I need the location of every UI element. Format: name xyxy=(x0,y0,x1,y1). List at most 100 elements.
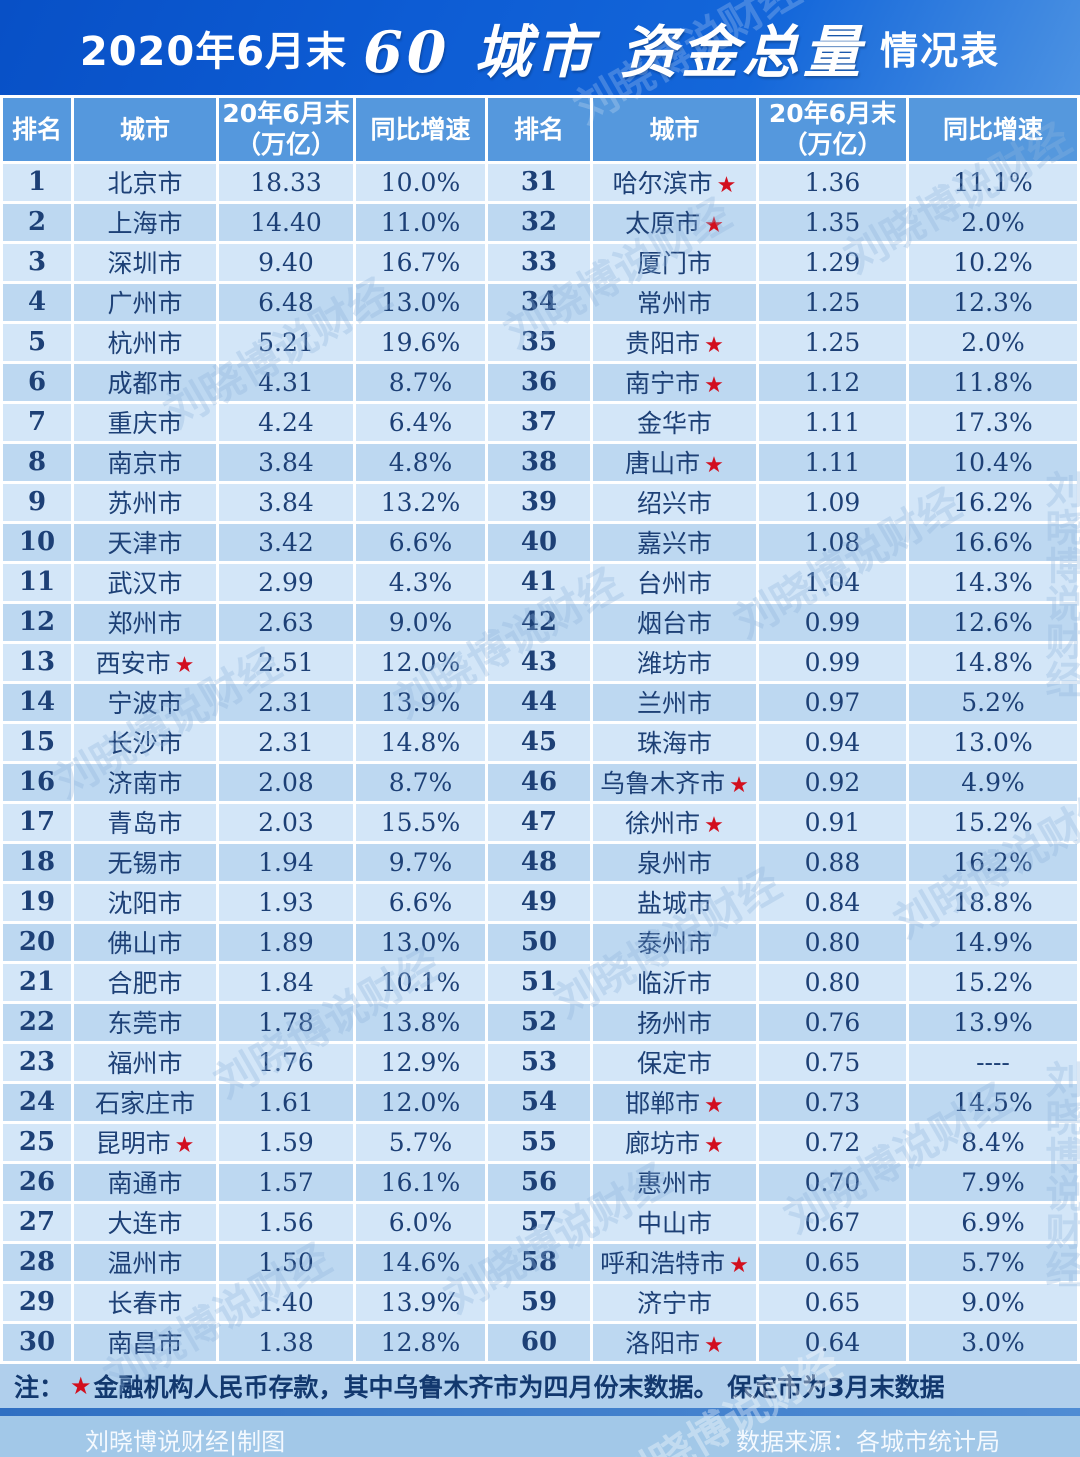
city-cell: 南京市 xyxy=(74,443,216,481)
value-cell: 1.89 xyxy=(219,923,353,961)
rank-cell: 59 xyxy=(488,1283,590,1321)
city-name: 潍坊市 xyxy=(636,649,712,678)
city-cell: 唐山市 ★ xyxy=(593,443,756,481)
table-row: 4 广州市 6.48 13.0% 34 常州市 1.25 12.3% xyxy=(3,283,1077,321)
growth-cell: 10.1% xyxy=(356,963,485,1001)
rank-cell: 54 xyxy=(488,1083,590,1121)
city-cell: 石家庄市 xyxy=(74,1083,216,1121)
city-cell: 哈尔滨市 ★ xyxy=(593,163,756,201)
value-cell: 1.78 xyxy=(219,1003,353,1041)
value-cell: 1.61 xyxy=(219,1083,353,1121)
rank-cell: 19 xyxy=(3,883,71,921)
growth-cell: 11.1% xyxy=(909,163,1077,201)
star-icon: ★ xyxy=(729,1253,749,1278)
rank-cell: 28 xyxy=(3,1243,71,1281)
table-row: 23 福州市 1.76 12.9% 53 保定市 0.75 ---- xyxy=(3,1043,1077,1081)
table-row: 17 青岛市 2.03 15.5% 47 徐州市 ★ 0.91 15.2% xyxy=(3,803,1077,841)
table-row: 16 济南市 2.08 8.7% 46 乌鲁木齐市 ★ 0.92 4.9% xyxy=(3,763,1077,801)
table-row: 29 长春市 1.40 13.9% 59 济宁市 0.65 9.0% xyxy=(3,1283,1077,1321)
city-name: 合肥市 xyxy=(107,969,183,998)
value-cell: 0.92 xyxy=(759,763,906,801)
city-name: 洛阳市 xyxy=(625,1329,701,1358)
rank-cell: 49 xyxy=(488,883,590,921)
star-icon: ★ xyxy=(716,173,737,198)
growth-cell: 15.2% xyxy=(909,963,1077,1001)
city-name: 常州市 xyxy=(636,289,712,318)
value-cell: 0.75 xyxy=(759,1043,906,1081)
growth-cell: 2.0% xyxy=(909,323,1077,361)
city-name: 东莞市 xyxy=(107,1009,183,1038)
city-cell: 昆明市 ★ xyxy=(74,1123,216,1161)
growth-cell: 9.0% xyxy=(356,603,485,641)
table-row: 18 无锡市 1.94 9.7% 48 泉州市 0.88 16.2% xyxy=(3,843,1077,881)
value-cell: 0.73 xyxy=(759,1083,906,1121)
city-cell: 西安市 ★ xyxy=(74,643,216,681)
city-cell: 大连市 xyxy=(74,1203,216,1241)
growth-cell: 12.8% xyxy=(356,1323,485,1361)
growth-cell: 6.6% xyxy=(356,883,485,921)
growth-cell: 8.4% xyxy=(909,1123,1077,1161)
value-cell: 1.36 xyxy=(759,163,906,201)
rank-cell: 30 xyxy=(3,1323,71,1361)
table-row: 8 南京市 3.84 4.8% 38 唐山市 ★ 1.11 10.4% xyxy=(3,443,1077,481)
value-cell: 5.21 xyxy=(219,323,353,361)
value-cell: 0.99 xyxy=(759,603,906,641)
growth-cell: 11.0% xyxy=(356,203,485,241)
rank-cell: 32 xyxy=(488,203,590,241)
rank-cell: 14 xyxy=(3,683,71,721)
note-label: 注： xyxy=(14,1372,65,1402)
growth-cell: 13.9% xyxy=(909,1003,1077,1041)
table-row: 24 石家庄市 1.61 12.0% 54 邯郸市 ★ 0.73 14.5% xyxy=(3,1083,1077,1121)
city-name: 福州市 xyxy=(107,1049,183,1078)
city-cell: 武汉市 xyxy=(74,563,216,601)
city-name: 廊坊市 xyxy=(625,1129,701,1158)
growth-cell: 13.0% xyxy=(356,923,485,961)
city-name: 南通市 xyxy=(107,1169,183,1198)
value-cell: 4.24 xyxy=(219,403,353,441)
city-name: 昆明市 xyxy=(95,1129,171,1158)
city-cell: 南通市 xyxy=(74,1163,216,1201)
table-row: 30 南昌市 1.38 12.8% 60 洛阳市 ★ 0.64 3.0% xyxy=(3,1323,1077,1361)
rank-cell: 46 xyxy=(488,763,590,801)
header-value-right: 20年6月末 （万亿） xyxy=(759,98,906,161)
value-cell: 14.40 xyxy=(219,203,353,241)
growth-cell: 3.0% xyxy=(909,1323,1077,1361)
title-bar: 2020年6月末 60 城市 资金总量 情况表 xyxy=(0,0,1080,95)
rank-cell: 5 xyxy=(3,323,71,361)
city-name: 中山市 xyxy=(636,1209,712,1238)
rank-cell: 34 xyxy=(488,283,590,321)
value-cell: 4.31 xyxy=(219,363,353,401)
growth-cell: 13.0% xyxy=(909,723,1077,761)
value-cell: 0.64 xyxy=(759,1323,906,1361)
city-name: 济南市 xyxy=(107,769,183,798)
growth-cell: 17.3% xyxy=(909,403,1077,441)
value-cell: 1.94 xyxy=(219,843,353,881)
table-row: 14 宁波市 2.31 13.9% 44 兰州市 0.97 5.2% xyxy=(3,683,1077,721)
city-name: 嘉兴市 xyxy=(636,529,712,558)
rank-cell: 52 xyxy=(488,1003,590,1041)
city-name: 南宁市 xyxy=(625,369,701,398)
value-cell: 0.80 xyxy=(759,923,906,961)
city-name: 宁波市 xyxy=(107,689,183,718)
city-name: 贵阳市 xyxy=(625,329,701,358)
city-name: 天津市 xyxy=(107,529,183,558)
value-cell: 3.84 xyxy=(219,483,353,521)
growth-cell: 5.7% xyxy=(909,1243,1077,1281)
value-cell: 3.42 xyxy=(219,523,353,561)
rank-cell: 57 xyxy=(488,1203,590,1241)
rank-cell: 33 xyxy=(488,243,590,281)
city-name: 唐山市 xyxy=(625,449,701,478)
city-cell: 重庆市 xyxy=(74,403,216,441)
city-name: 佛山市 xyxy=(107,929,183,958)
star-icon: ★ xyxy=(704,453,724,478)
city-cell: 杭州市 xyxy=(74,323,216,361)
city-cell: 南昌市 xyxy=(74,1323,216,1361)
city-name: 泰州市 xyxy=(636,929,712,958)
value-cell: 2.99 xyxy=(219,563,353,601)
city-cell: 兰州市 xyxy=(593,683,756,721)
city-cell: 无锡市 xyxy=(74,843,216,881)
rank-cell: 35 xyxy=(488,323,590,361)
growth-cell: 9.0% xyxy=(909,1283,1077,1321)
value-cell: 1.59 xyxy=(219,1123,353,1161)
growth-cell: 13.2% xyxy=(356,483,485,521)
